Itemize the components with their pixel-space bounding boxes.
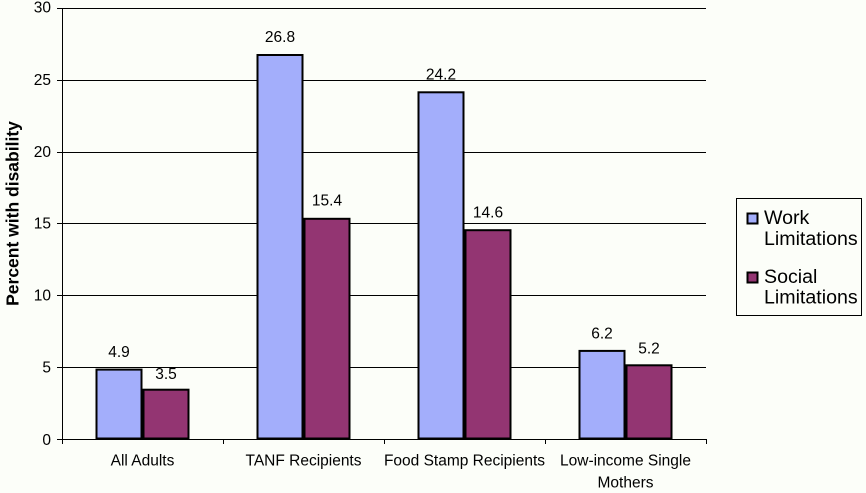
svg-text:Limitations: Limitations — [764, 228, 858, 250]
svg-text:15.4: 15.4 — [312, 192, 343, 209]
svg-text:TANF Recipients: TANF Recipients — [246, 452, 362, 469]
svg-text:25: 25 — [34, 72, 51, 89]
svg-text:10: 10 — [34, 288, 52, 305]
svg-text:Limitations: Limitations — [764, 287, 858, 309]
svg-text:14.6: 14.6 — [473, 204, 503, 221]
svg-text:20: 20 — [34, 144, 52, 161]
svg-text:3.5: 3.5 — [155, 366, 177, 383]
svg-text:30: 30 — [34, 0, 52, 17]
svg-text:Food Stamp Recipients: Food Stamp Recipients — [384, 452, 545, 469]
svg-text:5.2: 5.2 — [638, 341, 660, 358]
svg-text:24.2: 24.2 — [426, 67, 456, 84]
svg-text:Social: Social — [764, 266, 817, 288]
svg-text:All Adults: All Adults — [111, 452, 175, 469]
svg-text:5: 5 — [42, 360, 51, 377]
svg-text:Work: Work — [764, 207, 810, 229]
svg-text:15: 15 — [34, 216, 51, 233]
svg-text:Mothers: Mothers — [598, 475, 654, 492]
svg-text:6.2: 6.2 — [591, 325, 613, 342]
svg-text:26.8: 26.8 — [265, 29, 295, 46]
svg-text:0: 0 — [42, 432, 51, 449]
svg-text:4.9: 4.9 — [108, 344, 130, 361]
svg-text:Percent with disability: Percent with disability — [3, 121, 23, 306]
svg-text:Low-income Single: Low-income Single — [560, 452, 691, 469]
